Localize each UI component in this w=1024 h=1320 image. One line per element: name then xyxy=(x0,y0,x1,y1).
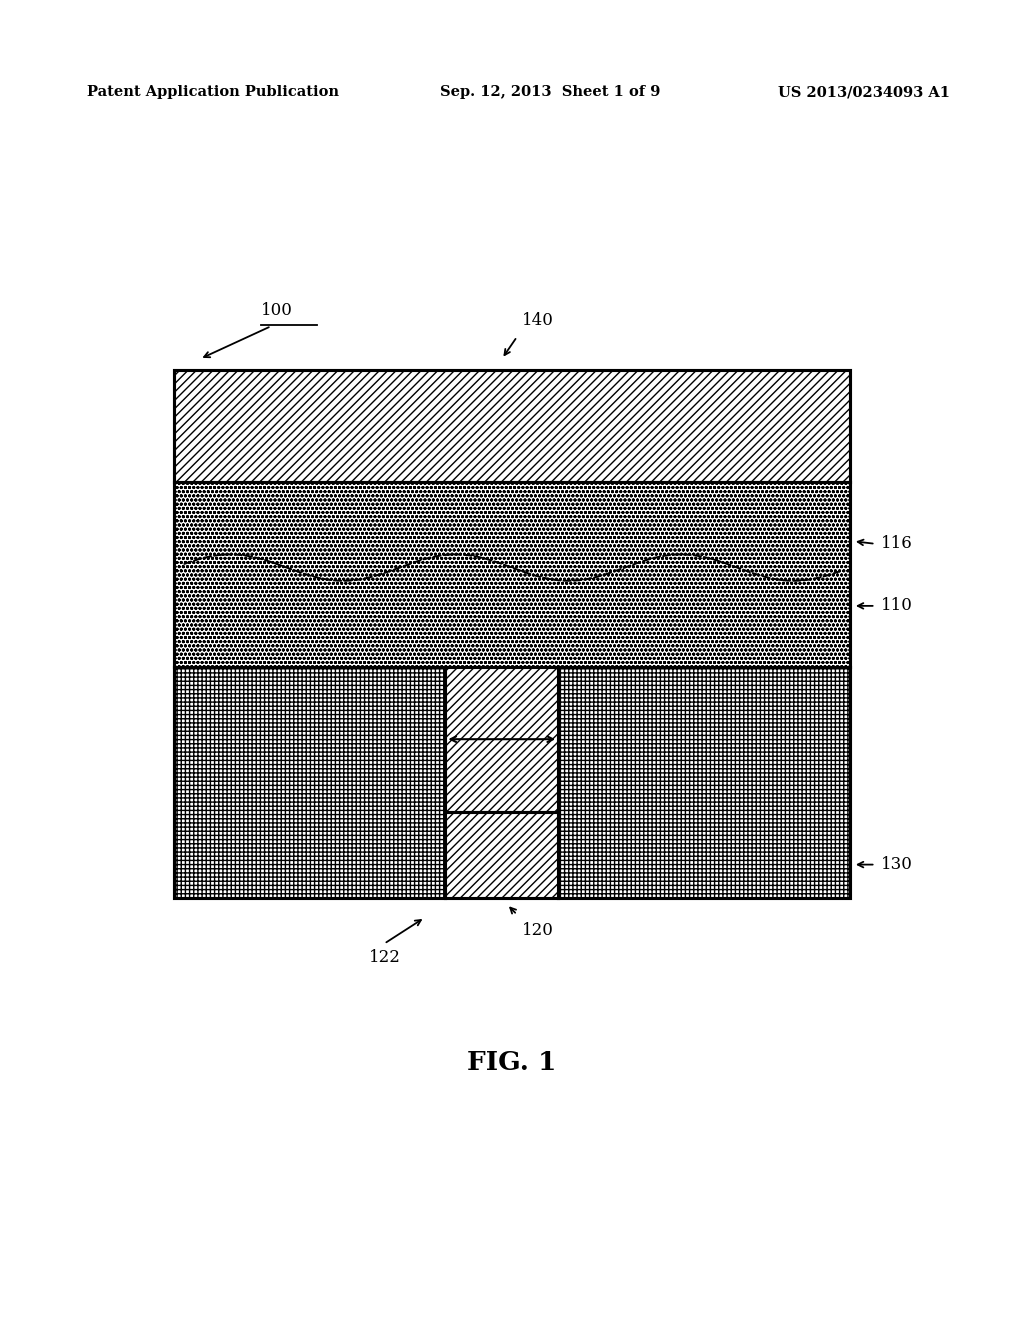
Bar xyxy=(174,667,445,898)
Text: Patent Application Publication: Patent Application Publication xyxy=(87,86,339,99)
Bar xyxy=(174,370,850,482)
Text: 122: 122 xyxy=(369,949,400,965)
Bar xyxy=(558,667,850,898)
Bar xyxy=(445,667,558,812)
Bar xyxy=(174,482,850,667)
Text: Sep. 12, 2013  Sheet 1 of 9: Sep. 12, 2013 Sheet 1 of 9 xyxy=(440,86,660,99)
Text: US 2013/0234093 A1: US 2013/0234093 A1 xyxy=(778,86,950,99)
Text: 116: 116 xyxy=(881,536,912,552)
Text: 140: 140 xyxy=(522,313,554,329)
Text: 120: 120 xyxy=(522,923,554,939)
Text: 110: 110 xyxy=(881,598,912,614)
Text: 130: 130 xyxy=(881,857,912,873)
Bar xyxy=(445,812,558,898)
Text: 100: 100 xyxy=(261,302,293,318)
Text: FIG. 1: FIG. 1 xyxy=(467,1051,557,1074)
Bar xyxy=(174,370,850,898)
